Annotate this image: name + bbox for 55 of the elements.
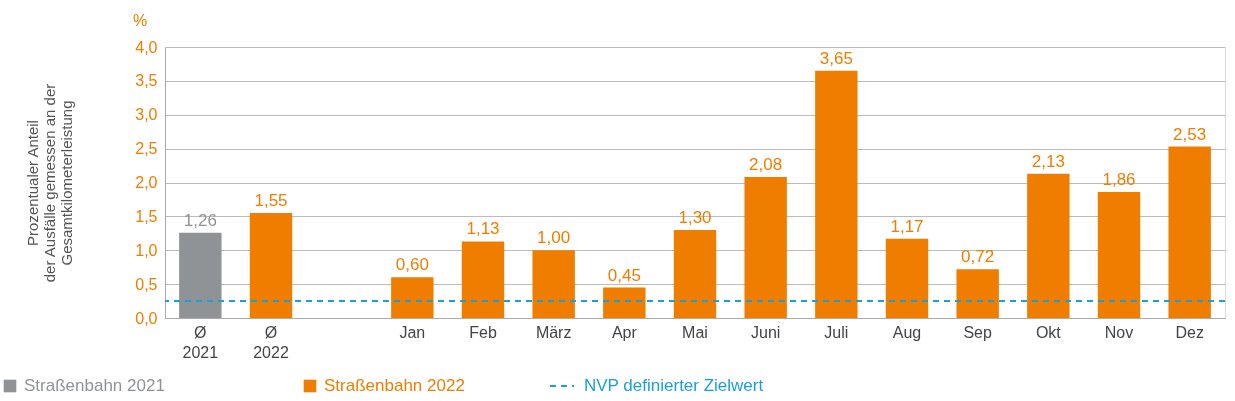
bar <box>532 250 575 318</box>
bar <box>1097 191 1141 318</box>
data-label: 0,72 <box>961 247 995 267</box>
x-tick-label: Dez <box>1175 323 1204 341</box>
legend-label: NVP definierter Zielwert <box>584 376 764 395</box>
data-label: 1,17 <box>890 216 924 236</box>
y-tick-label: 3,5 <box>135 72 158 90</box>
y-tick-label: 4,0 <box>135 38 158 56</box>
data-label: 0,45 <box>607 265 641 285</box>
y-axis-title: Prozentualer Anteil der Ausfälle gemessen an der Gesamtkilometerleistung <box>24 83 76 283</box>
data-label: 2,08 <box>749 155 783 175</box>
data-label: 2,53 <box>1173 124 1207 144</box>
bar <box>956 269 999 318</box>
data-label: 1,30 <box>678 207 712 227</box>
x-tick-label: Juni <box>750 323 781 341</box>
x-tick-label: Okt <box>1035 323 1062 341</box>
bar <box>815 70 858 318</box>
y-tick-label: 2,0 <box>135 174 158 191</box>
x-tick-label: Ø 2022 <box>253 323 289 361</box>
x-tick-label: Feb <box>469 323 497 341</box>
bar <box>461 241 505 318</box>
data-label: 1,55 <box>254 190 288 210</box>
y-tick-label: 0,5 <box>135 275 158 293</box>
data-label: 1,00 <box>537 228 571 248</box>
legend-label: Straßenbahn 2022 <box>324 376 465 395</box>
data-label: 2,13 <box>1031 151 1065 171</box>
data-label: 0,60 <box>395 255 429 275</box>
legend-label: Straßenbahn 2021 <box>24 376 165 395</box>
x-tick-label: Apr <box>611 323 638 341</box>
x-tick-label: Mai <box>682 323 708 341</box>
bar <box>249 212 293 318</box>
y-tick-label: 1,5 <box>135 207 158 225</box>
bar <box>673 229 717 318</box>
bar <box>1027 173 1070 318</box>
text: % <box>132 12 148 29</box>
y-tick-label: 2,5 <box>135 140 158 158</box>
bar <box>885 238 929 318</box>
y-tick-label: 1,0 <box>135 241 158 259</box>
x-tick-label: Juli <box>824 323 849 341</box>
x-tick-label: Aug <box>892 323 922 341</box>
y-tick-label: 0,0 <box>135 309 158 327</box>
y-tick-label: 3,0 <box>135 106 158 124</box>
bar <box>1168 146 1211 318</box>
data-label: 3,65 <box>819 48 853 68</box>
bar <box>179 232 222 318</box>
x-tick-label: Sep <box>963 323 992 341</box>
x-tick-label: März <box>535 323 572 341</box>
bar <box>603 287 646 318</box>
bar <box>391 277 434 318</box>
x-tick-label: Nov <box>1104 323 1134 341</box>
data-label: 1,86 <box>1102 169 1136 189</box>
x-tick-label: Ø 2021 <box>182 323 219 361</box>
bar <box>744 177 787 318</box>
data-label: 1,13 <box>466 219 500 239</box>
x-tick-label: Jan <box>399 323 426 341</box>
